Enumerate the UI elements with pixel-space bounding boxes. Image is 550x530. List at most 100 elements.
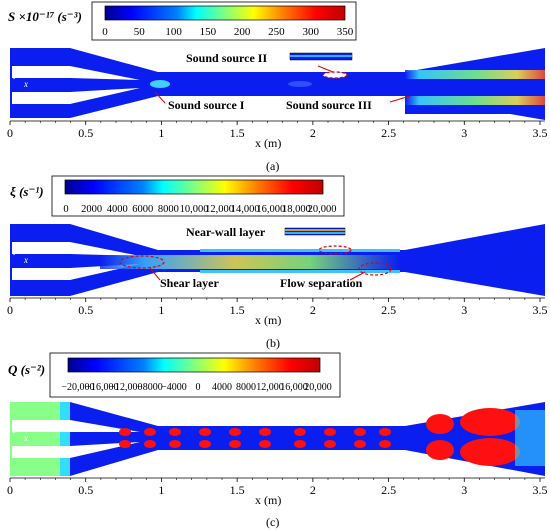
caption-c: (c) [266, 515, 279, 529]
duct-c [10, 402, 545, 476]
axis-x-c: x [23, 433, 28, 443]
colorbar-tick-label: 20,000 [308, 204, 337, 215]
colorbar-frame-c [49, 352, 341, 398]
q-lobe-lower [259, 440, 271, 448]
q-lobe-upper [294, 428, 306, 436]
colorbar-b [64, 179, 324, 195]
xlabel-b: x (m) [255, 313, 281, 327]
duct-a [10, 48, 545, 120]
axis-tick-label: 3 [461, 303, 467, 317]
caption-a: (a) [266, 159, 279, 173]
colorbar-tick-label: −4000 [161, 382, 187, 393]
colorbar-tick-label: 100 [165, 26, 182, 38]
q-lobe-upper [259, 428, 271, 436]
axis-tick-label: 2.5 [381, 483, 396, 497]
colorbar-tick-label: 0 [63, 204, 68, 215]
colorbar-tick-label: 16,000 [256, 204, 285, 215]
colorbar-tick-label: 2000 [81, 204, 102, 215]
colorbar-tick-label: 18,000 [282, 204, 311, 215]
axis-x-b: x [23, 255, 28, 265]
q-structures [119, 428, 391, 448]
xlabel-a: x (m) [255, 136, 281, 150]
annotation-sound-source-ii: Sound source II [186, 51, 267, 65]
colorbar-tick-label: 200 [234, 26, 251, 38]
axis-tick-label: 2.5 [381, 126, 396, 140]
colorbar-tick-label: 14,000 [231, 204, 260, 215]
colorbar-tick-label: −16,000 [85, 382, 118, 393]
q-lobe-upper [169, 428, 181, 436]
x-axis-c: 0 0.5 1 1.5 2 2.5 3 3.5 [7, 477, 548, 497]
colorbar-tick-label: −8000 [137, 382, 163, 393]
axis-tick-label: 3 [461, 126, 467, 140]
axis-y-c: y [13, 423, 18, 433]
colorbar-ticks-a: 0 50 100 150 200 250 300 350 [102, 26, 354, 38]
colorbar-frame-a [91, 1, 357, 41]
colorbar-tick-label: 250 [268, 26, 285, 38]
annotation-shear-layer: Shear layer [160, 276, 219, 290]
axis-tick-label: 3.5 [533, 483, 548, 497]
axis-tick-label: 2 [310, 483, 316, 497]
q-lobe-upper [354, 428, 366, 436]
colorbar-tick-label: 4000 [107, 204, 128, 215]
duct-b [10, 224, 545, 296]
colorbar-tick-label: 12,000 [256, 382, 284, 393]
axis-tick-label: 0 [7, 483, 13, 497]
axis-x-a: x [23, 79, 28, 89]
panel-c: Q (s⁻²) −20,000−16,000−12,000−8000−4000 0… [7, 352, 548, 529]
x-axis-b: 0 0.5 1 1.5 2 2.5 3 3.5 [7, 297, 548, 317]
axis-tick-label: 1.5 [230, 303, 245, 317]
annotation-sound-source-iii: Sound source III [286, 98, 372, 112]
axis-y-b: y [13, 245, 18, 255]
colorbar-frame-b [51, 175, 345, 217]
colorbar-ticks-b: 0 2000 4000 6000 8000 10,00012,00014,00016,00… [63, 204, 336, 215]
axis-tick-label: 2 [310, 303, 316, 317]
q-lobe-lower [324, 440, 336, 448]
q-lobe-lower [199, 440, 211, 448]
colorbar-tick-label: 150 [200, 26, 217, 38]
axis-tick-label: 0 [7, 303, 13, 317]
q-lobe-lower [294, 440, 306, 448]
colorbar-tick-label: 8000 [158, 204, 179, 215]
axis-tick-label: 0.5 [78, 483, 93, 497]
colorbar-tick-label: −12,000 [109, 382, 142, 393]
colorbar-tick-label: 0 [196, 382, 201, 393]
colorbar-tick-label: 20,000 [304, 382, 332, 393]
colorbar-tick-label: 4000 [212, 382, 232, 393]
colorbar-tick-label: 16,000 [280, 382, 308, 393]
caption-b: (b) [266, 336, 280, 350]
q-lobe-lower [379, 440, 391, 448]
axis-y-a: y [13, 69, 18, 79]
annotation-sound-source-i: Sound source I [168, 98, 245, 112]
axis-tick-label: 3 [461, 483, 467, 497]
colorbar-tick-label: 0 [102, 26, 108, 38]
q-lobe-upper [199, 428, 211, 436]
q-lobe-upper [324, 428, 336, 436]
axis-tick-label: 2 [310, 126, 316, 140]
colorbar-tick-label: 6000 [132, 204, 153, 215]
q-lobe-lower [119, 440, 131, 448]
colorbar-tick-label: 350 [337, 26, 354, 38]
axis-tick-label: 0.5 [78, 126, 93, 140]
colorbar-tick-label: 10,000 [180, 204, 209, 215]
axis-tick-label: 3.5 [533, 126, 548, 140]
xlabel-c: x (m) [255, 493, 281, 507]
axis-tick-label: 1 [158, 303, 164, 317]
annotation-near-wall-layer: Near-wall layer [186, 225, 266, 239]
colorbar-tick-label: −20,000 [61, 382, 94, 393]
q-lobe-upper [379, 428, 391, 436]
colorbar-ticks-c: −20,000−16,000−12,000−8000−4000 0 4000 8000… [61, 382, 331, 393]
q-lobe-upper [229, 428, 241, 436]
q-lobe-lower [354, 440, 366, 448]
q-lobe-lower [144, 440, 156, 448]
q-lobe-lower [229, 440, 241, 448]
colorbar-tick-label: 300 [302, 26, 319, 38]
colorbar-c [67, 357, 321, 373]
axis-tick-label: 1.5 [230, 483, 245, 497]
colorbar-label-c: Q (s⁻²) [8, 362, 45, 377]
colorbar-a [104, 5, 346, 21]
colorbar-tick-label: 50 [134, 26, 146, 38]
x-axis-a: 0 0.5 1 1.5 2 2.5 3 3.5 [7, 120, 548, 140]
near-wall-legend [284, 227, 346, 236]
axis-tick-label: 1 [158, 483, 164, 497]
